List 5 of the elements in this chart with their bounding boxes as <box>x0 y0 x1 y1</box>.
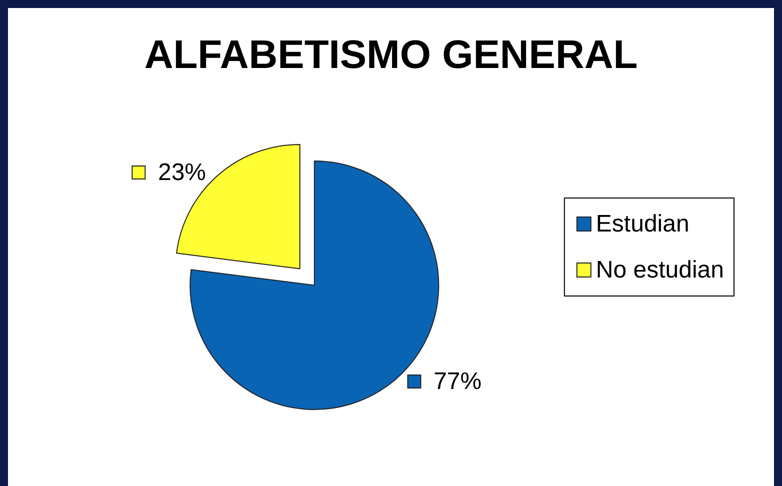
data-label: 23% <box>144 159 206 186</box>
legend-label: Estudian <box>596 210 690 238</box>
chart-title: ALFABETISMO GENERAL <box>144 33 638 77</box>
legend-label: No estudian <box>596 256 724 284</box>
data-label: 77% <box>420 368 482 395</box>
